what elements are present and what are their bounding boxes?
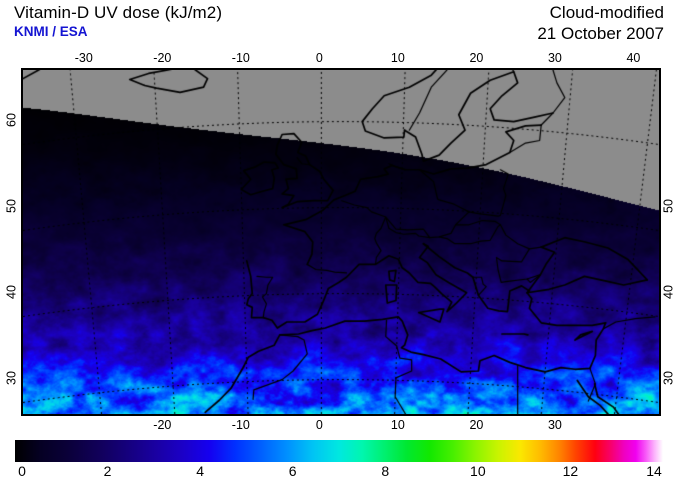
- colorbar-tick-label: 0: [18, 463, 26, 479]
- attribution-label: KNMI / ESA: [14, 24, 88, 39]
- axis-tick-label: 40: [661, 284, 676, 299]
- colorbar-tick-label: 12: [562, 463, 579, 479]
- axis-tick-label: 10: [390, 51, 405, 65]
- axis-tick-label: 30: [661, 370, 676, 385]
- axis-tick-label: 20: [469, 418, 484, 432]
- axis-tick-label: 20: [469, 51, 484, 65]
- colorbar-tick-label: 4: [196, 463, 205, 479]
- axis-tick-label: -20: [153, 51, 172, 65]
- colorbar-tick-label: 6: [288, 463, 297, 479]
- axis-tick-label: 10: [390, 418, 405, 432]
- axis-tick-label: 50: [4, 198, 19, 213]
- axis-bottom-ticks: -20 -10 0 10 20 30: [21, 417, 661, 435]
- axis-tick-label: 0: [315, 51, 323, 65]
- product-type-label: Cloud-modified: [549, 3, 664, 22]
- axis-tick-label: 30: [4, 370, 19, 385]
- page-title: Vitamin-D UV dose (kJ/m2): [14, 3, 223, 22]
- colorbar-tick-label: 14: [646, 463, 662, 479]
- axis-top-ticks: -30 -20 -10 0 10 20 30 40: [21, 50, 661, 68]
- axis-tick-label: -10: [231, 51, 250, 65]
- axis-tick-label: 40: [4, 284, 19, 299]
- axis-tick-label: 60: [4, 112, 19, 127]
- axis-tick-label: -20: [153, 418, 172, 432]
- date-label: 21 October 2007: [537, 24, 664, 43]
- axis-tick-label: 50: [661, 198, 676, 213]
- map-plot-area: [21, 68, 661, 416]
- axis-tick-label: 30: [547, 51, 562, 65]
- colorbar-tick-label: 10: [470, 463, 486, 479]
- axis-right-ticks: 50 40 30: [661, 68, 678, 416]
- chart-header: Vitamin-D UV dose (kJ/m2) KNMI / ESA Clo…: [0, 0, 678, 50]
- axis-tick-label: 0: [315, 418, 323, 432]
- colorbar-tick-label: 2: [103, 463, 112, 479]
- axis-tick-label: -10: [231, 418, 250, 432]
- axis-tick-label: 30: [547, 418, 562, 432]
- axis-tick-label: -30: [74, 51, 93, 65]
- colorbar-container: 0 2 4 6 8 10 12 14: [15, 440, 663, 479]
- axis-left-ticks: 60 50 40 30: [0, 68, 21, 416]
- uv-dose-heatmap: [23, 70, 659, 414]
- colorbar-gradient: [15, 440, 663, 462]
- colorbar-tick-label: 8: [381, 463, 390, 479]
- axis-tick-label: 40: [626, 51, 641, 65]
